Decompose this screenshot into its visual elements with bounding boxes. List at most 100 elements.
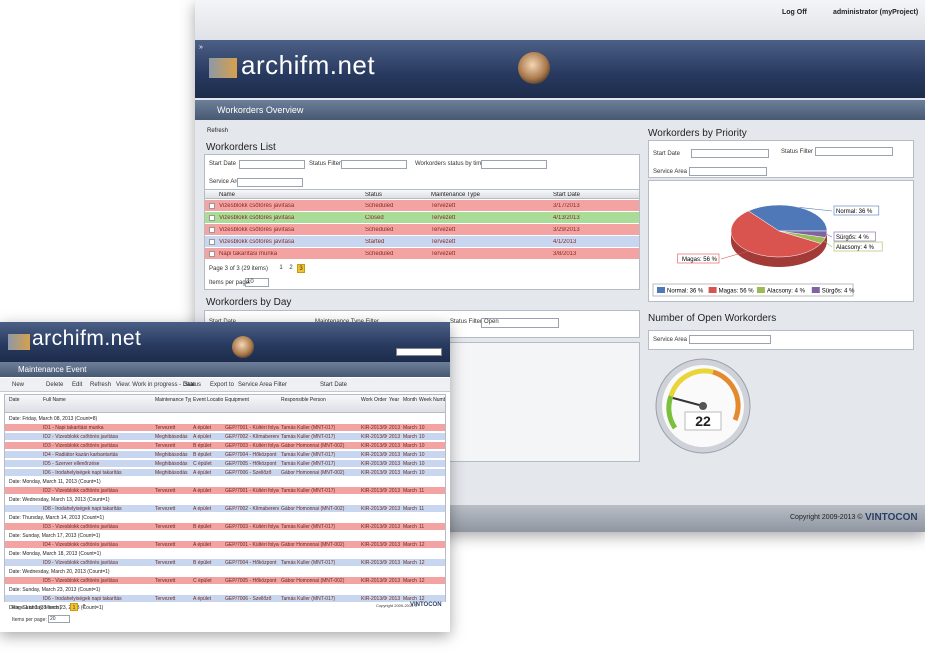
cell: Tervezett (431, 227, 456, 233)
filter-input[interactable] (237, 178, 303, 187)
cell: March (403, 452, 417, 458)
page-link[interactable]: 2 (82, 604, 86, 610)
legend-label: Sürgős: 4 % (822, 289, 855, 295)
page-link[interactable]: 1 (70, 603, 78, 611)
callout-label: Magas: 56 % (682, 257, 718, 263)
toolbar-item[interactable]: Export to (210, 382, 235, 388)
priority-chart-panel: Normal: 36 % Magas: 56 % Alacsony: 4 % Sürg… (648, 180, 914, 302)
filter-input[interactable] (689, 167, 767, 176)
cell: Tervezett (431, 239, 456, 245)
service-area-select[interactable] (689, 335, 771, 344)
cell: ID4 - Radiátor kazán karbantartás (43, 452, 119, 458)
column-header[interactable]: Event Location (193, 397, 223, 403)
legend-label: Alacsony: 4 % (767, 289, 806, 295)
cell: 12 (419, 560, 425, 566)
row-checkbox[interactable] (209, 251, 215, 257)
filter-input[interactable] (239, 160, 305, 169)
cell: GÉP/7002 - Klímaberendezés (225, 434, 279, 440)
page-link[interactable]: 1 (279, 265, 283, 271)
cell: Gábor Homonnai (MNT-002) (281, 506, 345, 512)
cell: Tamás Kuller (MNT-017) (281, 434, 336, 440)
group-label[interactable]: Date: Wednesday, March 13, 2013 (Count=1… (9, 497, 110, 503)
column-header[interactable]: Status (365, 192, 383, 198)
filter-input[interactable] (691, 149, 769, 158)
items-select[interactable]: 20 (48, 615, 70, 623)
cell: GÉP/7002 - Klímaberendezés (225, 506, 279, 512)
cell: March (403, 443, 417, 449)
column-header[interactable]: Year (389, 397, 400, 403)
toolbar-item[interactable]: Refresh (90, 382, 112, 388)
group-label[interactable]: Date: Monday, March 18, 2013 (Count=1) (9, 551, 102, 557)
gauge-yellow (668, 368, 714, 397)
group-label[interactable]: Date: Monday, March 11, 2013 (Count=1) (9, 479, 101, 485)
items-select[interactable]: 10 (245, 278, 269, 287)
page-link[interactable]: 3 (297, 264, 305, 273)
refresh-button[interactable]: Refresh (207, 128, 229, 134)
cell: March (403, 425, 417, 431)
callout-box (677, 253, 720, 264)
cell: 10 (419, 434, 425, 440)
cell: March (403, 596, 417, 602)
toolbar-item[interactable]: New (12, 382, 25, 388)
column-header[interactable]: Week Number (419, 397, 445, 403)
status-select[interactable]: Open (481, 318, 559, 328)
log-off[interactable]: Log Off (782, 9, 807, 16)
grid-row: ID6 - Irodahelyiségek napi takarítás Terv… (5, 595, 445, 603)
grid-row: ID1 - Napi takarítási munka Tervezett A ép… (5, 424, 445, 432)
group-label[interactable]: Date: Friday, March 08, 2013 (Count=8) (9, 416, 98, 422)
toolbar-item[interactable]: View: Work in progress - Date (116, 382, 196, 388)
group-label[interactable]: Date: Thursday, March 14, 2013 (Count=1) (9, 515, 105, 521)
column-header[interactable]: Equipment (225, 397, 249, 403)
toolbar-item[interactable]: Edit (72, 382, 83, 388)
row-checkbox[interactable] (209, 227, 215, 233)
legend-label: Magas: 56 % (719, 289, 755, 295)
cell: KIR-2013/00015 (361, 596, 387, 602)
column-header[interactable]: Month (403, 397, 417, 403)
filter-input[interactable] (341, 160, 407, 169)
row-checkbox[interactable] (209, 239, 215, 245)
grid-row: Date: Friday, March 08, 2013 (Count=8) (5, 415, 445, 423)
group-label[interactable]: Date: Saturday, March 23, 2013 (Count=1) (9, 605, 104, 611)
callout-line (826, 233, 833, 238)
toolbar: New Delete Edit Refresh View: Work in progre… (0, 378, 450, 392)
search-box[interactable] (396, 348, 442, 356)
cell: Vizesblokk csőtörés javítása (219, 239, 295, 245)
legend-swatch (756, 287, 765, 293)
filter-input[interactable] (815, 147, 893, 156)
toolbar-item[interactable]: Status (184, 382, 202, 388)
cell: GÉP/7004 - Hőközpont (225, 452, 277, 458)
user-name[interactable]: administrator (myProject) (833, 9, 919, 16)
column-header[interactable]: Full Name (43, 397, 66, 403)
page-link[interactable]: 2 (289, 265, 293, 271)
expand-icon[interactable]: » (199, 44, 203, 51)
column-header[interactable]: Responsible Person (281, 397, 326, 403)
cell: KIR-2013/00010 (361, 461, 387, 467)
toolbar-item[interactable]: Delete (46, 382, 64, 388)
group-label[interactable]: Date: Wednesday, March 20, 2013 (Count=1… (9, 569, 110, 575)
column-header[interactable]: Name (219, 192, 236, 198)
column-header[interactable]: Start Date (553, 192, 581, 198)
pie-slice (778, 230, 828, 238)
filter-input[interactable] (481, 160, 547, 169)
cell: KIR-2013/00014 (361, 578, 387, 584)
group-label[interactable]: Date: Sunday, March 23, 2013 (Count=1) (9, 587, 101, 593)
row-checkbox[interactable] (209, 203, 215, 209)
column-header[interactable]: Work Order (361, 397, 387, 403)
group-label[interactable]: Date: Sunday, March 17, 2013 (Count=1) (9, 533, 101, 539)
day-title: Workorders by Day (206, 297, 292, 308)
toolbar-item[interactable]: Start Date (320, 382, 348, 388)
home-knob[interactable] (232, 336, 254, 358)
column-header[interactable]: Maintenance Type (431, 192, 480, 198)
grid-row: Date: Sunday, March 17, 2013 (Count=1) (5, 532, 445, 540)
priority-title: Workorders by Priority (648, 128, 747, 139)
legend-label: Normal: 36 % (667, 289, 704, 295)
row-checkbox[interactable] (209, 215, 215, 221)
cell: March (403, 488, 417, 494)
cell: March (403, 434, 417, 440)
column-header[interactable]: Date (9, 397, 20, 403)
cell: 10 (419, 443, 425, 449)
home-knob[interactable] (518, 52, 550, 84)
toolbar-item[interactable]: Service Area Filter (238, 382, 288, 388)
column-header[interactable]: Maintenance Type (155, 397, 191, 403)
cell: 2013 (389, 470, 401, 476)
